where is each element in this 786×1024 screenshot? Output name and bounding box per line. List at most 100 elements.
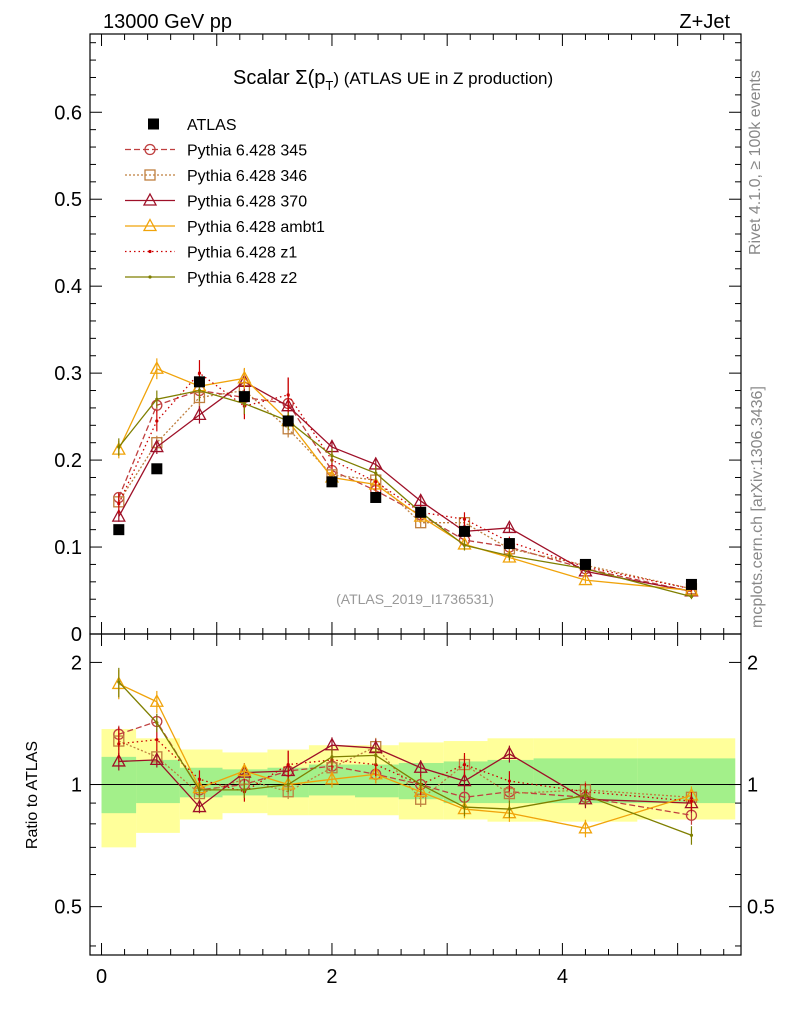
marker-circle — [144, 143, 156, 156]
marker-dot — [462, 517, 467, 521]
marker-dot — [286, 782, 290, 787]
axes: 0 0.1 0.2 0.3 0.4 0.5 0.6 0.5 0.5 1 1 2 2 0 2 4 — [54, 33, 775, 988]
marker-triangle — [413, 783, 428, 797]
ratio-tick-label-right: 0.5 — [747, 897, 775, 919]
marker-dot — [197, 788, 202, 792]
marker-triangle — [149, 360, 164, 374]
legend-label: Pythia 6.428 z2 — [187, 270, 297, 287]
marker-dot — [117, 501, 121, 506]
marker-triangle — [578, 563, 593, 577]
y-tick-label: 0.5 — [54, 189, 82, 211]
marker-triangle — [324, 771, 340, 785]
marker-dot — [155, 397, 159, 401]
marker-dot — [462, 805, 467, 809]
analysis-watermark: (ATLAS_2019_I1736531) — [336, 591, 494, 607]
marker-triangle — [368, 766, 383, 780]
legend-label: Pythia 6.428 ambt1 — [187, 219, 325, 236]
legend-label: Pythia 6.428 345 — [187, 143, 307, 160]
marker-triangle — [111, 753, 126, 767]
atlas-point — [503, 538, 515, 550]
marker-dot — [689, 595, 694, 599]
marker-dot — [197, 777, 202, 781]
marker-triangle — [149, 752, 164, 766]
marker-dot — [117, 680, 121, 684]
ratio-pythia-6.428-z2 — [117, 667, 694, 845]
atlas-point — [151, 463, 163, 475]
marker-dot — [374, 480, 378, 484]
ratio-line — [118, 740, 692, 801]
legend-label: Pythia 6.428 370 — [187, 194, 307, 211]
y-tick-label: 0.3 — [54, 363, 82, 385]
mcplots-label: mcplots.cern.ch [arXiv:1306.3436] — [749, 386, 766, 628]
marker-dot — [462, 762, 467, 767]
marker-dot — [689, 833, 694, 837]
marker-triangle — [502, 746, 517, 760]
series-pythia-6.428-ambt1 — [111, 358, 699, 596]
marker-dot — [155, 419, 159, 423]
ratio-frame — [89, 633, 742, 956]
header-right: Z+Jet — [679, 11, 730, 33]
ratio-tick-label-left: 0.5 — [54, 897, 82, 919]
ratio-tick-label-left: 2 — [71, 652, 82, 674]
atlas-point — [685, 578, 697, 590]
marker-dot — [155, 721, 159, 725]
ratio-axis-label: Ratio to ATLAS — [24, 741, 41, 849]
header-left: 13000 GeV pp — [103, 11, 232, 33]
marker-dot — [507, 779, 512, 783]
legend-label: Pythia 6.428 346 — [187, 168, 307, 185]
marker-triangle — [578, 572, 593, 586]
marker-dot — [462, 543, 467, 547]
y-tick-label: 0.4 — [54, 276, 82, 298]
marker-dot — [242, 788, 246, 792]
chart-title: Scalar Σ(pT) (ATLAS UE in Z production) — [233, 67, 553, 93]
y-tick-label: 0.1 — [54, 537, 82, 559]
marker-triangle — [111, 508, 126, 522]
y-tick-label: 0 — [71, 624, 82, 646]
marker-triangle — [237, 763, 252, 777]
rivet-label: Rivet 4.1.0, ≥ 100k events — [747, 70, 764, 255]
marker-triangle — [578, 820, 593, 834]
marker-triangle — [502, 520, 517, 534]
band-inner — [443, 761, 488, 804]
ratio-line — [118, 738, 692, 802]
atlas-point — [579, 558, 591, 570]
x-tick-label: 4 — [557, 966, 568, 988]
x-tick-label: 0 — [96, 966, 107, 988]
marker-square — [144, 169, 156, 181]
marker-triangle — [413, 759, 428, 773]
series-pythia-6.428-z1 — [117, 360, 694, 592]
atlas-point — [238, 391, 250, 403]
marker-dot — [507, 807, 512, 811]
marker-dot — [374, 753, 378, 757]
marker-dot — [117, 445, 121, 449]
marker-triangle — [192, 799, 207, 813]
ratio-line — [118, 681, 692, 836]
marker-dot — [155, 738, 159, 742]
series-pythia-6.428-z2 — [117, 380, 694, 600]
marker-dot — [197, 371, 202, 375]
atlas-point — [370, 491, 382, 503]
marker-triangle — [149, 693, 164, 707]
marker-dot — [507, 554, 512, 558]
marker-dot — [242, 401, 246, 406]
atlas-point — [326, 476, 338, 488]
marker-triangle — [237, 370, 252, 384]
series-atlas — [113, 376, 697, 590]
x-tick-label: 2 — [326, 966, 337, 988]
ratio-line — [118, 720, 692, 816]
ratio-line — [118, 683, 692, 829]
series-line — [118, 372, 692, 590]
series-pythia-6.428-345 — [113, 373, 698, 598]
band-inner — [136, 759, 180, 804]
marker-triangle — [149, 439, 164, 453]
y-tick-label: 0.2 — [54, 450, 82, 472]
marker-triangle — [142, 192, 158, 206]
ratio-tick-label-left: 1 — [71, 775, 82, 797]
marker-dot — [374, 471, 378, 475]
series-line — [118, 389, 692, 590]
marker-dot — [330, 454, 334, 458]
series-line — [118, 389, 692, 598]
marker-dot — [286, 393, 290, 397]
y-tick-label: 0.6 — [54, 102, 82, 124]
